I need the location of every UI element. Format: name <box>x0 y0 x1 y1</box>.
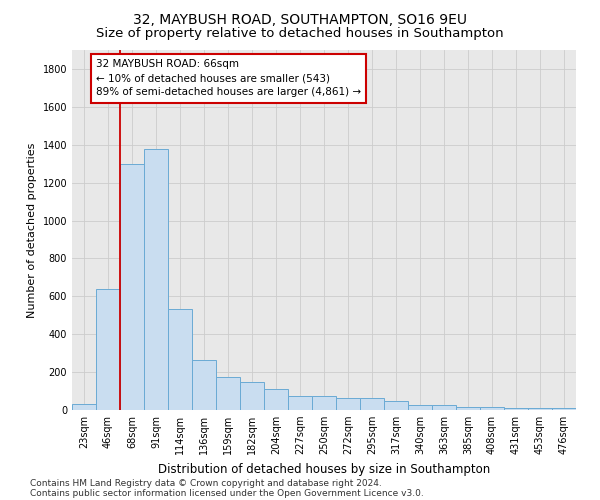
Bar <box>384 400 408 410</box>
Bar <box>480 406 504 410</box>
Text: Contains HM Land Registry data © Crown copyright and database right 2024.: Contains HM Land Registry data © Crown c… <box>30 478 382 488</box>
Bar <box>72 404 96 410</box>
Text: Contains public sector information licensed under the Open Government Licence v3: Contains public sector information licen… <box>30 488 424 498</box>
Bar <box>408 406 432 410</box>
Bar <box>144 148 168 410</box>
Bar <box>336 398 360 410</box>
Bar <box>456 406 480 410</box>
Bar <box>168 308 192 410</box>
Bar <box>288 396 312 410</box>
Bar <box>264 389 288 410</box>
Bar <box>360 398 384 410</box>
Bar <box>504 408 528 410</box>
Bar <box>552 408 576 410</box>
Bar <box>120 164 144 410</box>
Text: 32, MAYBUSH ROAD, SOUTHAMPTON, SO16 9EU: 32, MAYBUSH ROAD, SOUTHAMPTON, SO16 9EU <box>133 12 467 26</box>
X-axis label: Distribution of detached houses by size in Southampton: Distribution of detached houses by size … <box>158 462 490 475</box>
Text: 32 MAYBUSH ROAD: 66sqm
← 10% of detached houses are smaller (543)
89% of semi-de: 32 MAYBUSH ROAD: 66sqm ← 10% of detached… <box>96 60 361 98</box>
Bar <box>216 377 240 410</box>
Bar <box>240 382 264 410</box>
Text: Size of property relative to detached houses in Southampton: Size of property relative to detached ho… <box>96 28 504 40</box>
Bar <box>432 406 456 410</box>
Bar <box>96 288 120 410</box>
Bar <box>312 396 336 410</box>
Bar <box>528 408 552 410</box>
Bar <box>192 360 216 410</box>
Y-axis label: Number of detached properties: Number of detached properties <box>27 142 37 318</box>
